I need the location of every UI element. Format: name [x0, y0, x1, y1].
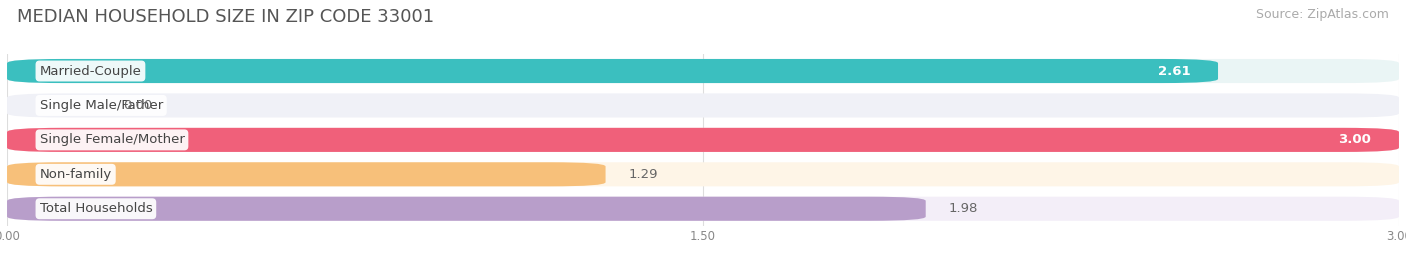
- Text: MEDIAN HOUSEHOLD SIZE IN ZIP CODE 33001: MEDIAN HOUSEHOLD SIZE IN ZIP CODE 33001: [17, 8, 434, 26]
- Text: Single Male/Father: Single Male/Father: [39, 99, 163, 112]
- Text: Non-family: Non-family: [39, 168, 111, 181]
- FancyBboxPatch shape: [7, 197, 925, 221]
- Text: Married-Couple: Married-Couple: [39, 65, 142, 77]
- Text: 3.00: 3.00: [1339, 133, 1371, 146]
- FancyBboxPatch shape: [7, 59, 1218, 83]
- Text: 0.00: 0.00: [124, 99, 152, 112]
- FancyBboxPatch shape: [7, 59, 1399, 83]
- Text: 1.98: 1.98: [949, 202, 979, 215]
- FancyBboxPatch shape: [7, 128, 1399, 152]
- Text: Single Female/Mother: Single Female/Mother: [39, 133, 184, 146]
- Text: 2.61: 2.61: [1157, 65, 1189, 77]
- FancyBboxPatch shape: [7, 128, 1399, 152]
- Text: 1.29: 1.29: [628, 168, 658, 181]
- FancyBboxPatch shape: [7, 162, 1399, 186]
- FancyBboxPatch shape: [7, 197, 1399, 221]
- Text: Source: ZipAtlas.com: Source: ZipAtlas.com: [1256, 8, 1389, 21]
- Text: Total Households: Total Households: [39, 202, 152, 215]
- FancyBboxPatch shape: [7, 162, 606, 186]
- FancyBboxPatch shape: [7, 93, 1399, 118]
